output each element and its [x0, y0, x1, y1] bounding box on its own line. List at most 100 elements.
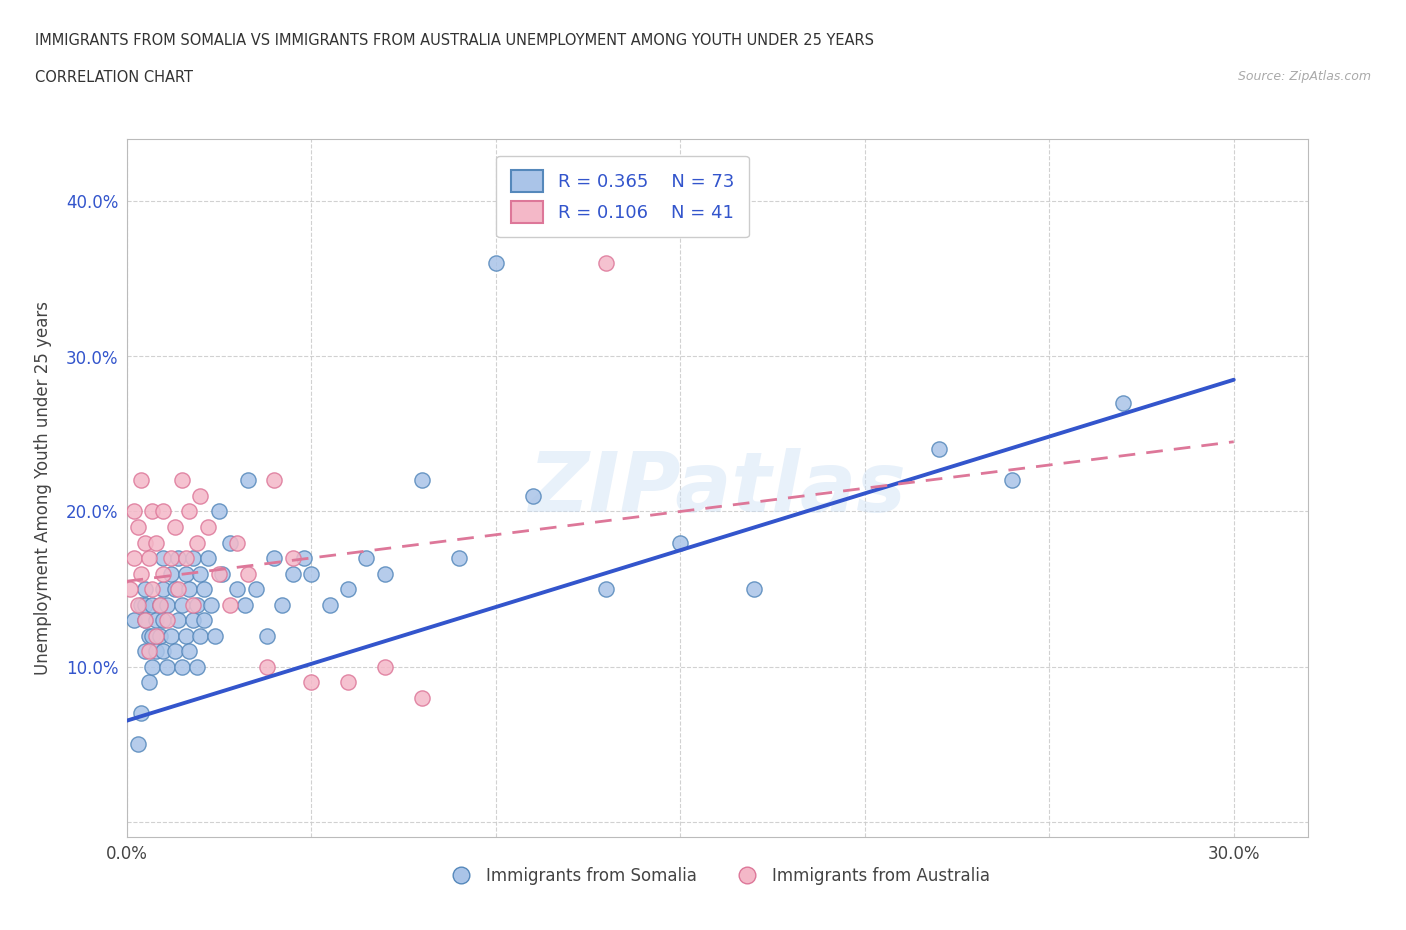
Point [163, 644, 186, 658]
Point [134, 644, 156, 658]
Point [595, 256, 617, 271]
Point [238, 473, 260, 488]
Point [181, 597, 204, 612]
Point [263, 551, 285, 565]
Point [188, 488, 212, 503]
Point [122, 613, 145, 628]
Point [742, 581, 765, 596]
Point [167, 581, 190, 596]
Point [152, 613, 174, 628]
Point [188, 566, 212, 581]
Point [141, 628, 163, 643]
Point [1112, 395, 1135, 410]
Point [186, 535, 208, 550]
Point [200, 597, 222, 612]
Point [281, 566, 304, 581]
Text: ZIPatlas: ZIPatlas [529, 447, 905, 529]
Point [197, 551, 219, 565]
Point [145, 628, 167, 643]
Point [179, 504, 201, 519]
Point [156, 659, 179, 674]
Point [270, 597, 292, 612]
Point [170, 659, 193, 674]
Point [138, 674, 160, 689]
Point [152, 504, 174, 519]
Point [447, 551, 470, 565]
Point [928, 442, 950, 457]
Point [193, 581, 215, 596]
Point [411, 473, 433, 488]
Point [170, 597, 193, 612]
Point [174, 566, 197, 581]
Point [337, 674, 360, 689]
Point [238, 566, 260, 581]
Point [356, 551, 378, 565]
Point [374, 659, 396, 674]
Point [1001, 473, 1024, 488]
Y-axis label: Unemployment Among Youth under 25 years: Unemployment Among Youth under 25 years [34, 301, 52, 675]
Point [141, 597, 163, 612]
Point [174, 628, 197, 643]
Point [179, 644, 201, 658]
Point [167, 613, 190, 628]
Point [134, 597, 156, 612]
Point [129, 597, 153, 612]
Point [149, 597, 172, 612]
Point [174, 551, 197, 565]
Point [204, 628, 226, 643]
Point [318, 597, 340, 612]
Point [263, 473, 285, 488]
Point [122, 551, 145, 565]
Point [193, 613, 215, 628]
Point [138, 551, 160, 565]
Point [127, 520, 149, 535]
Point [163, 581, 186, 596]
Point [299, 566, 322, 581]
Point [281, 551, 304, 565]
Point [160, 551, 183, 565]
Point [138, 628, 160, 643]
Point [292, 551, 315, 565]
Point [141, 659, 163, 674]
Point [127, 597, 149, 612]
Point [374, 566, 396, 581]
Text: Source: ZipAtlas.com: Source: ZipAtlas.com [1237, 70, 1371, 83]
Point [197, 520, 219, 535]
Point [411, 690, 433, 705]
Point [134, 535, 156, 550]
Point [522, 488, 544, 503]
Point [138, 644, 160, 658]
Text: IMMIGRANTS FROM SOMALIA VS IMMIGRANTS FROM AUSTRALIA UNEMPLOYMENT AMONG YOUTH UN: IMMIGRANTS FROM SOMALIA VS IMMIGRANTS FR… [35, 33, 875, 47]
Point [129, 566, 153, 581]
Point [160, 628, 183, 643]
Point [141, 504, 163, 519]
Point [181, 551, 204, 565]
Point [152, 644, 174, 658]
Point [337, 581, 360, 596]
Point [152, 551, 174, 565]
Legend: Immigrants from Somalia, Immigrants from Australia: Immigrants from Somalia, Immigrants from… [437, 860, 997, 892]
Point [186, 659, 208, 674]
Point [226, 535, 249, 550]
Point [149, 628, 172, 643]
Point [170, 473, 193, 488]
Point [219, 597, 242, 612]
Point [122, 504, 145, 519]
Point [134, 613, 156, 628]
Point [208, 504, 231, 519]
Point [156, 613, 179, 628]
Point [145, 613, 167, 628]
Point [145, 644, 167, 658]
Point [245, 581, 267, 596]
Point [226, 581, 249, 596]
Point [156, 597, 179, 612]
Point [134, 581, 156, 596]
Point [211, 566, 233, 581]
Point [120, 581, 142, 596]
Point [188, 628, 212, 643]
Point [152, 566, 174, 581]
Text: CORRELATION CHART: CORRELATION CHART [35, 70, 193, 85]
Point [299, 674, 322, 689]
Point [160, 566, 183, 581]
Point [163, 520, 186, 535]
